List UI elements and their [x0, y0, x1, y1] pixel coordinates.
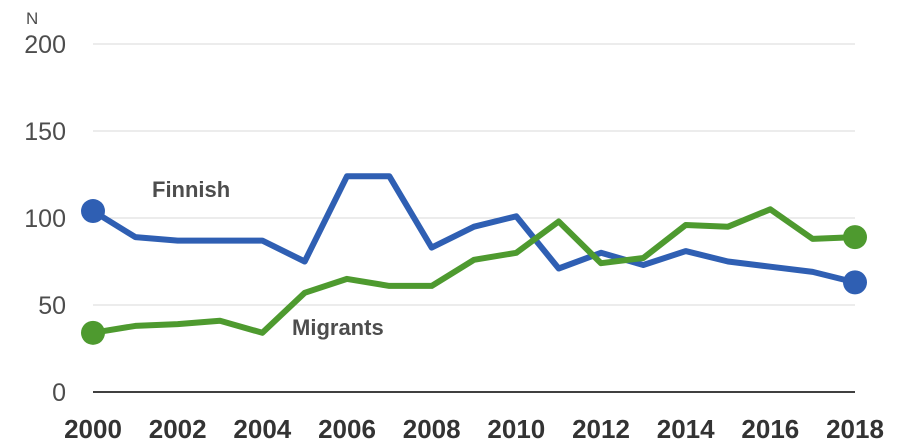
series-start-marker-migrants — [81, 320, 105, 345]
x-tick-label-2008: 2008 — [403, 414, 461, 443]
y-tick-label-0: 0 — [52, 379, 66, 407]
series-label-finnish: Finnish — [152, 177, 230, 202]
y-tick-label-50: 50 — [38, 292, 66, 320]
y-tick-label-200: 200 — [24, 31, 66, 59]
gridlines — [93, 43, 855, 306]
y-tick-label-100: 100 — [24, 205, 66, 233]
series-label-migrants: Migrants — [292, 315, 384, 340]
x-tick-labels: 2000 2002 2004 2006 2008 2010 2012 2014 2016 2018 — [64, 414, 884, 443]
x-tick-label-2004: 2004 — [233, 414, 291, 443]
x-tick-label-2016: 2016 — [741, 414, 799, 443]
series-line-migrants — [90, 206, 858, 336]
series-end-marker-finnish — [843, 270, 867, 295]
y-tick-labels: 0 50 100 150 200 — [24, 31, 66, 407]
x-tick-label-2012: 2012 — [572, 414, 630, 443]
series-start-marker-finnish — [81, 199, 105, 224]
x-tick-label-2002: 2002 — [149, 414, 207, 443]
x-tick-label-2000: 2000 — [64, 414, 122, 443]
x-tick-label-2014: 2014 — [657, 414, 715, 443]
y-tick-label-150: 150 — [24, 118, 66, 146]
x-tick-label-2018: 2018 — [826, 414, 884, 443]
series-lines — [81, 173, 867, 345]
x-tick-label-2010: 2010 — [487, 414, 545, 443]
series-end-marker-migrants — [843, 225, 867, 250]
y-axis-unit-label: N — [26, 9, 38, 28]
x-tick-label-2006: 2006 — [318, 414, 376, 443]
series-line-finnish — [90, 173, 858, 286]
